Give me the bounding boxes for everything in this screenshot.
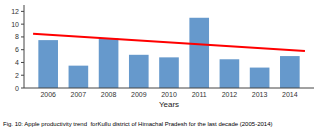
bar (99, 38, 119, 88)
y-tick-label: 6 (15, 46, 19, 53)
x-tick-label: 2008 (101, 91, 117, 98)
y-tick (21, 11, 24, 12)
y-tick (21, 36, 24, 37)
x-tick-label: 2007 (71, 91, 87, 98)
bar (280, 56, 300, 88)
trend-line (33, 34, 305, 51)
caption: Fig. 10: Apple productivity trend forKul… (3, 121, 272, 127)
y-tick-label: 8 (15, 33, 19, 40)
y-tick-label: 2 (15, 72, 19, 79)
x-tick-label: 2013 (252, 91, 268, 98)
bar (189, 18, 209, 88)
plot-area (33, 18, 305, 88)
y-tick (21, 62, 24, 63)
bar (159, 57, 179, 88)
y-tick-label: 12 (11, 8, 19, 15)
y-tick-label: 4 (15, 59, 19, 66)
y-tick (21, 75, 24, 76)
x-tick-label: 2010 (161, 91, 177, 98)
bar (38, 40, 58, 88)
y-tick-label: 10 (11, 21, 19, 28)
x-axis (24, 88, 314, 89)
x-tick-label: 2012 (222, 91, 238, 98)
x-tick-label: 2009 (131, 91, 147, 98)
y-tick (21, 88, 24, 89)
chart: 0 2 4 6 8 10 12 2006 2007 2008 2009 2010 2011 2012 201… (0, 0, 320, 130)
x-tick-label: 2011 (192, 91, 207, 98)
x-axis-label: Years (159, 100, 179, 109)
y-tick (21, 49, 24, 50)
x-tick-label: 2006 (40, 91, 56, 98)
bar (129, 55, 149, 88)
bar (69, 66, 89, 88)
x-tick-label: 2014 (282, 91, 298, 98)
bar (250, 68, 270, 88)
y-tick-label: 0 (15, 85, 19, 92)
bar (220, 59, 240, 88)
y-tick (21, 24, 24, 25)
